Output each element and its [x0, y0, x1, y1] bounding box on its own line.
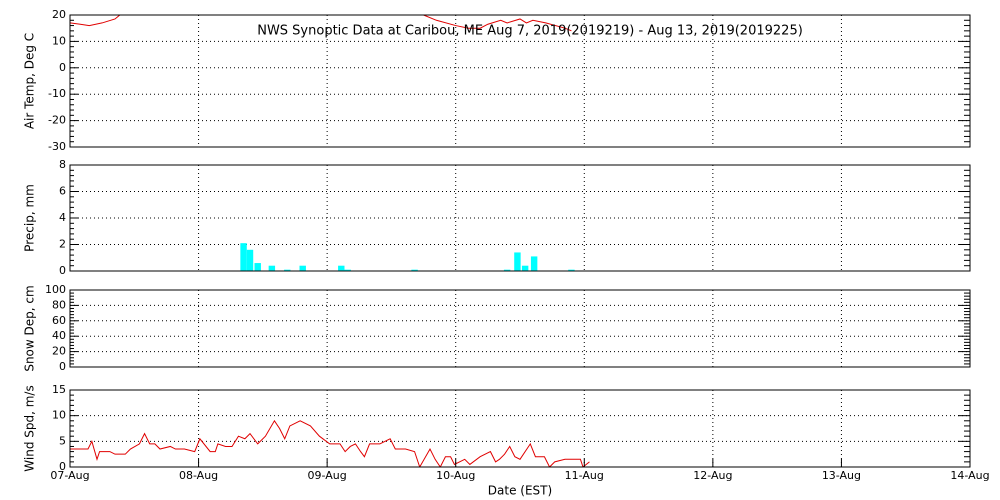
bar: [411, 269, 418, 271]
y-tick-label: 0: [59, 460, 66, 473]
bar: [344, 269, 351, 271]
panel: -30 -20 -10 0 10 20 Air Temp, Deg C NWS Synopti…: [23, 8, 971, 153]
y-tick-label: 0: [59, 360, 66, 373]
x-tick-label: 08-Aug: [179, 469, 218, 482]
y-axis-label: Snow Dep, cm: [23, 285, 37, 371]
panel: 0 2 4 6 8 Precip, mm: [23, 158, 971, 277]
y-tick-label: 40: [52, 329, 66, 342]
y-tick-label: 0: [59, 264, 66, 277]
y-tick-label: 80: [52, 298, 66, 311]
y-tick-label: 8: [59, 158, 66, 171]
x-tick-label: 10-Aug: [436, 469, 475, 482]
x-tick-label: 11-Aug: [565, 469, 604, 482]
y-axis-label: Precip, mm: [23, 184, 37, 252]
bar: [521, 265, 529, 271]
x-tick-label: 14-Aug: [950, 469, 989, 482]
y-tick-label: 100: [45, 283, 66, 296]
plot-frame: [69, 14, 971, 148]
y-axis-label: Air Temp, Deg C: [23, 33, 37, 129]
bar: [246, 249, 254, 271]
y-tick-label: 10: [52, 34, 66, 47]
chart-title: NWS Synoptic Data at Caribou, ME Aug 7, …: [257, 24, 803, 39]
y-tick-label: -10: [48, 87, 66, 100]
bar: [268, 265, 276, 271]
y-tick-label: 20: [52, 8, 66, 21]
plot-frame: [69, 164, 971, 272]
plot-frame: [69, 289, 971, 368]
y-tick-label: 15: [52, 383, 66, 396]
y-tick-label: 2: [59, 238, 66, 251]
x-tick-label: 13-Aug: [822, 469, 861, 482]
x-axis-label: Date (EST): [488, 484, 552, 498]
y-tick-label: 20: [52, 345, 66, 358]
plot-frame: [69, 389, 971, 468]
bar: [338, 265, 345, 271]
bar: [568, 269, 575, 271]
panel: 0 20 40 60 80 100 Snow Dep, cm: [23, 283, 971, 373]
y-tick-label: -20: [48, 114, 66, 127]
bar: [299, 265, 306, 271]
bar: [503, 269, 511, 271]
y-tick-label: 4: [59, 211, 66, 224]
y-tick-label: 0: [59, 61, 66, 74]
x-tick-label: 07-Aug: [50, 469, 89, 482]
data-line: [70, 419, 590, 467]
bar: [514, 252, 521, 271]
x-tick-label: 09-Aug: [308, 469, 347, 482]
y-tick-label: 6: [59, 185, 66, 198]
y-axis-label: Wind Spd, m/s: [23, 385, 37, 471]
y-tick-label: 10: [52, 409, 66, 422]
x-tick-label: 12-Aug: [693, 469, 732, 482]
panel: 0 5 10 15 Wind Spd, m/s 07-Aug 08-Aug 09-Aug 10-…: [23, 383, 990, 498]
bar: [530, 256, 538, 271]
bar: [254, 263, 261, 271]
bar: [284, 269, 291, 271]
y-tick-label: 5: [59, 434, 66, 447]
data-line: [70, 15, 572, 32]
y-tick-label: -30: [48, 140, 66, 153]
bar: [240, 243, 247, 271]
y-tick-label: 60: [52, 314, 66, 327]
